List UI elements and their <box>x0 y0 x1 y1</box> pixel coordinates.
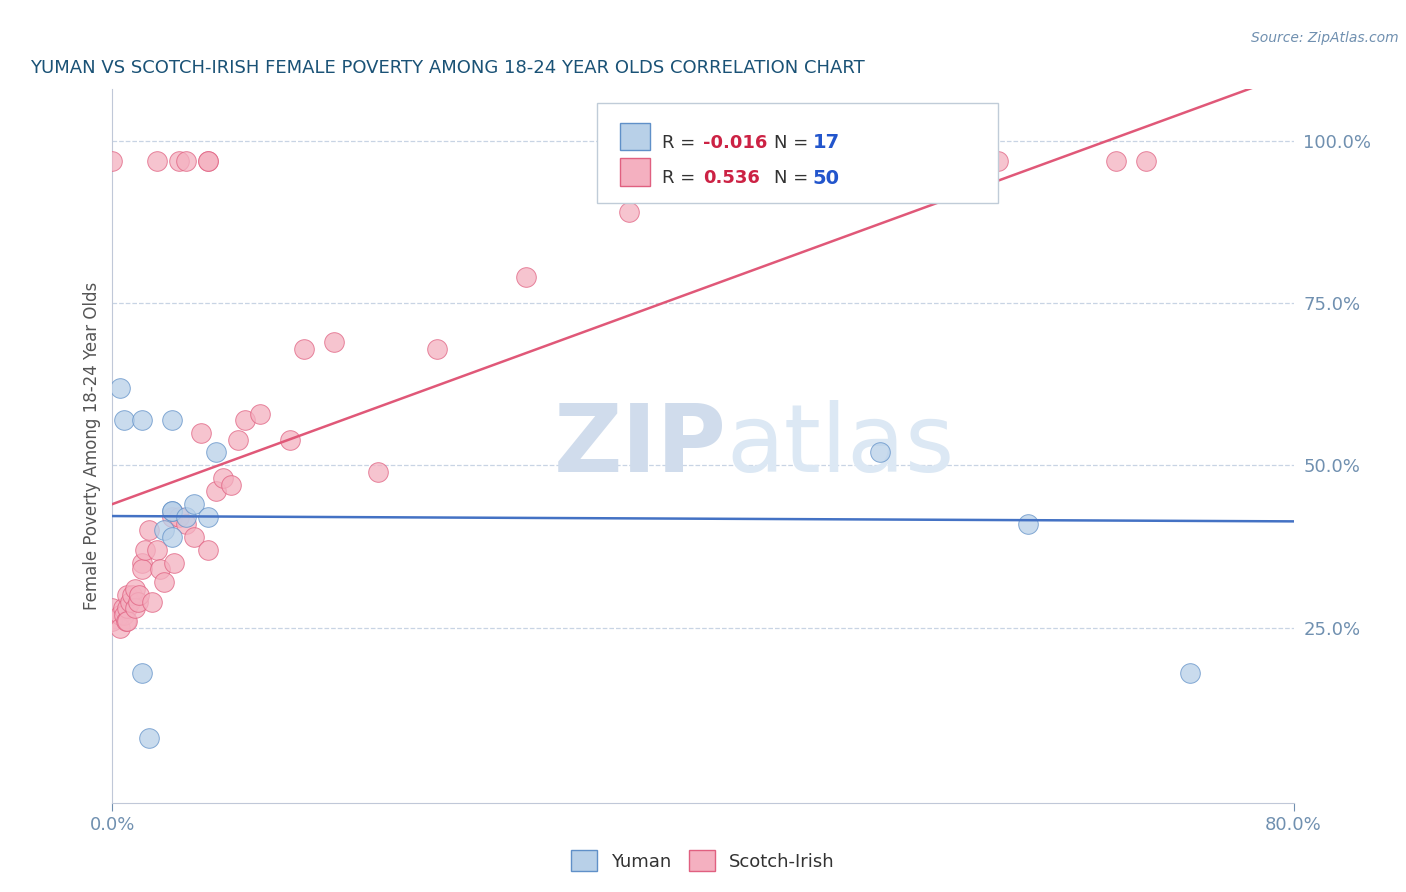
Point <box>117 601 138 615</box>
Text: Source: ZipAtlas.com: Source: ZipAtlas.com <box>1251 31 1399 45</box>
Point <box>108 621 131 635</box>
Point <box>183 530 205 544</box>
Point <box>292 342 315 356</box>
Point <box>1178 666 1201 681</box>
Point <box>131 666 153 681</box>
Point <box>101 614 124 628</box>
Point <box>114 614 136 628</box>
Point <box>127 595 149 609</box>
Point <box>219 478 242 492</box>
Point <box>138 731 160 745</box>
Point <box>233 413 256 427</box>
Point <box>101 601 124 615</box>
Point <box>112 607 135 622</box>
Text: YUMAN VS SCOTCH-IRISH FEMALE POVERTY AMONG 18-24 YEAR OLDS CORRELATION CHART: YUMAN VS SCOTCH-IRISH FEMALE POVERTY AMO… <box>30 59 865 77</box>
Point <box>163 556 186 570</box>
Point <box>149 562 172 576</box>
Point <box>121 588 143 602</box>
Point <box>108 381 131 395</box>
Point <box>101 153 124 168</box>
Point <box>249 407 271 421</box>
Point <box>796 153 818 168</box>
Point <box>190 425 212 440</box>
Point <box>205 445 228 459</box>
FancyBboxPatch shape <box>620 123 650 150</box>
Text: R =: R = <box>662 169 700 187</box>
Point <box>160 504 183 518</box>
Text: R =: R = <box>662 134 700 152</box>
Point <box>183 497 205 511</box>
Point <box>160 530 183 544</box>
Point <box>197 153 219 168</box>
Point <box>619 205 641 219</box>
Point <box>146 542 169 557</box>
Point <box>278 433 301 447</box>
Point <box>174 516 197 531</box>
FancyBboxPatch shape <box>620 159 650 186</box>
Point <box>869 445 891 459</box>
Point <box>153 524 176 538</box>
Point <box>160 510 183 524</box>
Point <box>839 153 862 168</box>
Point <box>174 510 197 524</box>
Point <box>205 484 228 499</box>
Point <box>131 562 153 576</box>
Point <box>134 542 156 557</box>
Point <box>721 153 744 168</box>
Point <box>515 270 537 285</box>
Text: 17: 17 <box>813 133 839 153</box>
Point <box>426 342 449 356</box>
Point <box>197 542 219 557</box>
Point <box>160 413 183 427</box>
Point <box>141 595 163 609</box>
Point <box>131 413 153 427</box>
Point <box>128 588 150 602</box>
Point <box>120 595 142 609</box>
Point <box>662 153 685 168</box>
Point <box>226 433 249 447</box>
Text: ZIP: ZIP <box>554 400 727 492</box>
Text: -0.016: -0.016 <box>703 134 768 152</box>
Y-axis label: Female Poverty Among 18-24 Year Olds: Female Poverty Among 18-24 Year Olds <box>83 282 101 610</box>
Point <box>174 153 197 168</box>
Point <box>1017 516 1039 531</box>
Point <box>111 601 134 615</box>
Point <box>367 465 389 479</box>
FancyBboxPatch shape <box>596 103 998 203</box>
Text: 0.536: 0.536 <box>703 169 759 187</box>
Point <box>167 510 190 524</box>
Point <box>153 575 176 590</box>
Point <box>124 582 146 596</box>
Point <box>124 601 146 615</box>
Point <box>987 153 1010 168</box>
Point <box>1105 153 1128 168</box>
Point <box>117 614 138 628</box>
Point <box>146 153 169 168</box>
Point <box>212 471 235 485</box>
Point <box>108 607 131 622</box>
Point <box>160 504 183 518</box>
Point <box>167 153 190 168</box>
Point <box>112 413 135 427</box>
Text: N =: N = <box>773 134 814 152</box>
Point <box>197 510 219 524</box>
Point <box>131 556 153 570</box>
Point <box>1135 153 1157 168</box>
Text: N =: N = <box>773 169 814 187</box>
Point <box>117 588 138 602</box>
Text: 50: 50 <box>813 169 839 188</box>
Point <box>197 153 219 168</box>
Point <box>138 524 160 538</box>
Point <box>323 335 346 350</box>
Legend: Yuman, Scotch-Irish: Yuman, Scotch-Irish <box>564 843 842 879</box>
Text: atlas: atlas <box>727 400 955 492</box>
